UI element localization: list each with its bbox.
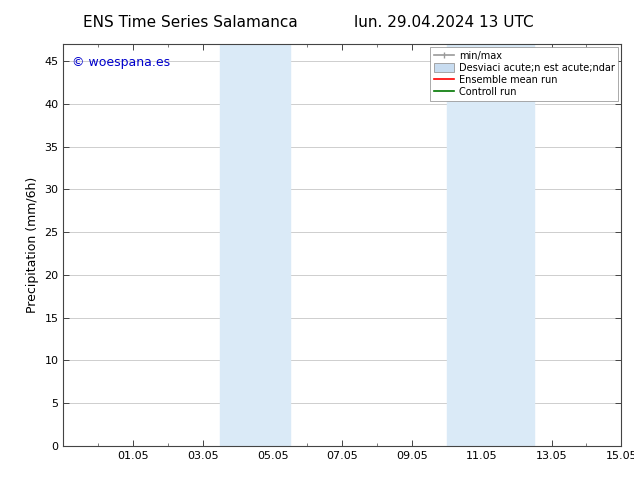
Bar: [221, 44, 290, 446]
Y-axis label: Precipitation (mm/6h): Precipitation (mm/6h): [26, 177, 39, 313]
Bar: [447, 44, 534, 446]
Text: ENS Time Series Salamanca: ENS Time Series Salamanca: [83, 15, 297, 30]
Text: © woespana.es: © woespana.es: [72, 56, 170, 69]
Text: lun. 29.04.2024 13 UTC: lun. 29.04.2024 13 UTC: [354, 15, 534, 30]
Legend: min/max, Desviaci acute;n est acute;ndar, Ensemble mean run, Controll run: min/max, Desviaci acute;n est acute;ndar…: [430, 47, 618, 100]
